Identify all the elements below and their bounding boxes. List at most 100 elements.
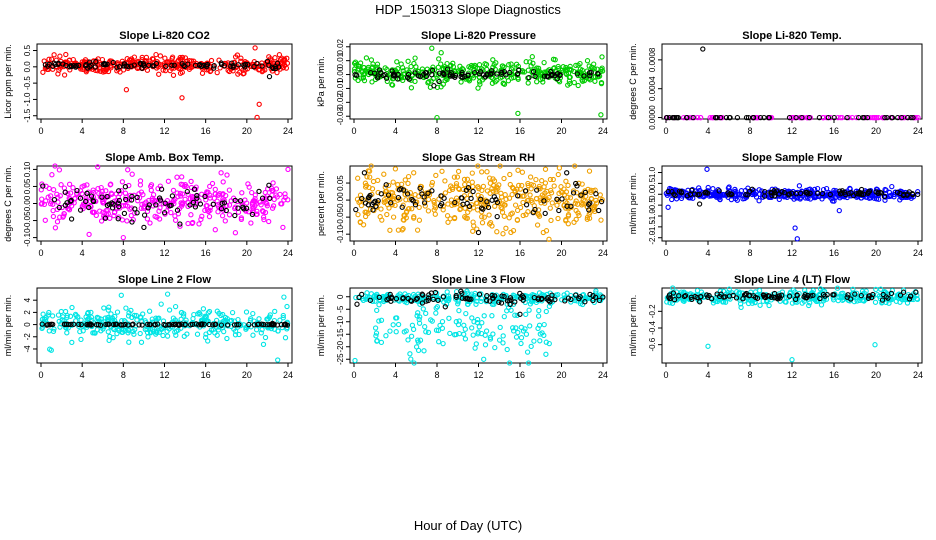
x-tick-label: 0 [663, 248, 668, 258]
x-tick-label: 4 [705, 370, 710, 380]
data-point [527, 174, 534, 180]
data-point [738, 188, 745, 194]
data-point [152, 213, 158, 220]
data-point [74, 187, 80, 194]
data-point [256, 101, 262, 107]
y-tick-label: 2 [23, 310, 32, 315]
data-point [40, 311, 46, 317]
data-point [212, 321, 219, 327]
data-point [548, 187, 554, 194]
x-tick-label: 16 [201, 126, 211, 136]
data-point [153, 202, 159, 208]
data-point [456, 330, 462, 337]
data-point [565, 213, 572, 219]
y-axis-label: ml/min per min. [3, 295, 13, 357]
data-point [179, 309, 185, 316]
data-point [170, 187, 177, 194]
data-point [663, 114, 670, 121]
data-point [259, 60, 265, 66]
data-point [910, 114, 916, 121]
data-point [463, 187, 469, 193]
data-point [542, 190, 548, 196]
data-point [537, 197, 544, 203]
data-point [177, 56, 184, 62]
chart-title: Slope Gas Stream RH [422, 152, 535, 164]
x-tick-label: 0 [351, 370, 356, 380]
data-point [59, 317, 65, 323]
y-axis-label: ml/min per min. [316, 295, 326, 357]
data-point [904, 114, 911, 121]
data-point [98, 191, 104, 197]
data-point [533, 176, 539, 183]
data-point [487, 219, 494, 226]
data-point [548, 217, 554, 224]
data-point [240, 71, 246, 77]
data-point [541, 198, 547, 204]
data-point [192, 204, 199, 210]
data-point [226, 212, 233, 218]
data-point [543, 308, 549, 315]
data-point [453, 183, 460, 189]
data-point [417, 314, 423, 320]
data-point [261, 216, 267, 223]
data-point [229, 60, 235, 66]
data-point [578, 192, 584, 198]
data-point [101, 305, 107, 311]
x-tick-label: 24 [283, 126, 293, 136]
data-point [352, 357, 358, 364]
data-point [827, 114, 834, 121]
data-point [55, 199, 61, 205]
data-point [372, 198, 378, 204]
data-point [61, 185, 68, 191]
data-point [470, 188, 476, 195]
data-point [272, 65, 279, 72]
x-tick-label: 16 [201, 248, 211, 258]
data-point [542, 210, 548, 217]
data-point [122, 327, 128, 334]
data-point [381, 171, 387, 177]
data-point [523, 311, 529, 318]
y-tick-label: -2.0 [648, 230, 657, 244]
data-point [704, 166, 710, 172]
data-point [412, 70, 418, 76]
data-point [64, 200, 70, 206]
data-point [904, 192, 910, 198]
data-point [393, 315, 399, 321]
data-point [369, 64, 376, 70]
data-point [872, 299, 879, 305]
x-axis-caption: Hour of Day (UTC) [413, 518, 523, 533]
data-point [415, 347, 422, 354]
chart-panel-8: Slope Line 3 Flow ml/min per min. 0 4 8 12 16 2… [316, 274, 608, 380]
data-point [383, 75, 390, 81]
plot-frame [661, 43, 923, 120]
data-point [469, 170, 475, 176]
data-point [267, 195, 273, 201]
data-point [54, 219, 61, 225]
data-point [39, 321, 45, 327]
data-point [590, 296, 596, 302]
data-point [528, 181, 534, 188]
data-point [792, 225, 798, 231]
data-point [144, 208, 151, 215]
data-point [258, 321, 265, 327]
data-point [512, 188, 518, 194]
data-point [462, 214, 468, 220]
data-point [77, 195, 84, 201]
series-2 [42, 58, 282, 80]
data-point [487, 180, 494, 186]
data-point [163, 63, 169, 69]
data-point [558, 184, 564, 190]
data-point [794, 236, 800, 242]
series-1 [38, 163, 291, 241]
data-point [712, 190, 718, 196]
data-point [235, 62, 241, 68]
data-point [453, 319, 459, 325]
data-point [598, 198, 605, 205]
series-2 [353, 170, 605, 236]
data-point [378, 70, 384, 76]
data-point [691, 191, 698, 197]
data-point [523, 331, 530, 337]
data-point [56, 167, 63, 173]
data-point [515, 76, 521, 82]
data-point [111, 212, 117, 219]
